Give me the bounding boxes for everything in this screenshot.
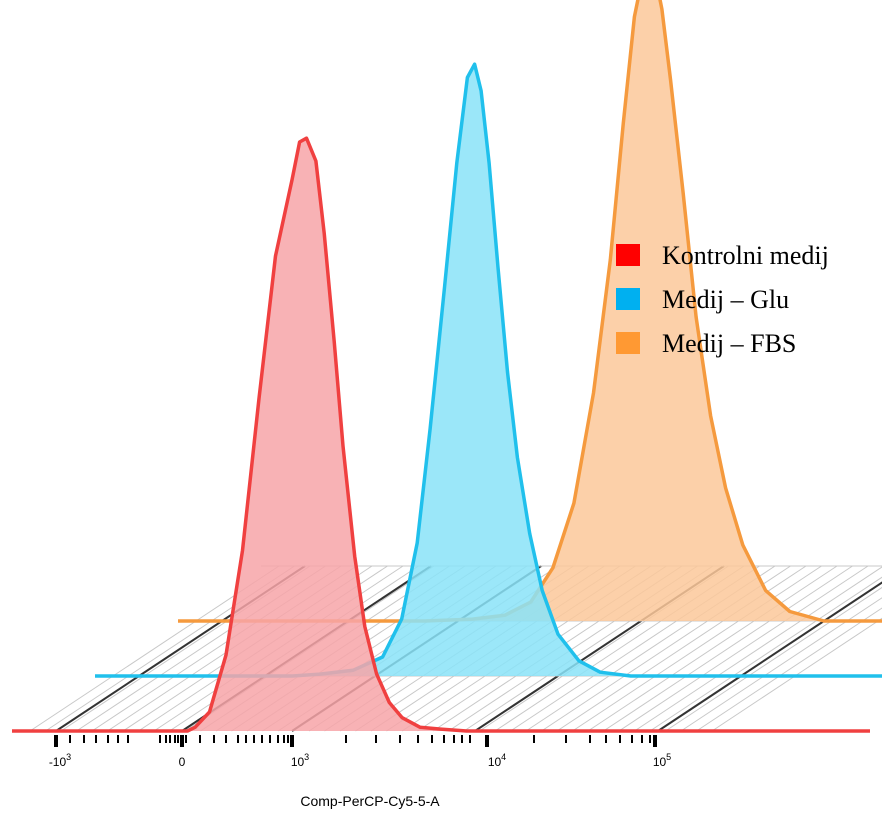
grid-major-line xyxy=(138,620,223,677)
grid-line xyxy=(29,675,114,732)
grid-line xyxy=(862,607,882,622)
grid-line xyxy=(815,576,882,622)
grid-line xyxy=(572,675,656,732)
grid-line xyxy=(112,620,197,677)
series-line xyxy=(12,136,870,733)
grid-line xyxy=(479,675,563,732)
grid-line xyxy=(128,620,212,677)
grid-line xyxy=(634,675,718,732)
legend-label: Medij – Glu xyxy=(662,285,789,314)
grid-major-line xyxy=(740,620,825,677)
grid-line xyxy=(608,620,693,677)
grid-line xyxy=(60,675,145,732)
grid-line xyxy=(794,620,879,677)
histogram-series xyxy=(12,0,882,733)
legend-swatch xyxy=(616,288,640,310)
legend-label: Medij – FBS xyxy=(662,329,796,358)
legend-item: Medij – Glu xyxy=(616,285,789,314)
grid-line xyxy=(624,620,708,677)
grid-line xyxy=(107,675,191,732)
grid-line xyxy=(432,675,517,732)
x-tick-label: 103 xyxy=(291,752,309,769)
grid-line xyxy=(76,675,160,732)
legend-item: Medij – FBS xyxy=(616,329,796,358)
series-area xyxy=(178,0,882,621)
grid-line xyxy=(45,675,129,732)
grid-line xyxy=(846,597,882,622)
grid-line xyxy=(717,620,801,677)
grid-line xyxy=(649,675,734,732)
grid-line xyxy=(417,675,501,732)
grid-line xyxy=(593,620,677,677)
legend: Kontrolni medij Medij – Glu Medij – FBS xyxy=(616,241,829,358)
grid-line xyxy=(143,620,228,677)
grid-line xyxy=(401,675,486,732)
grid-line xyxy=(680,675,765,732)
grid-line xyxy=(138,675,222,732)
grid-line xyxy=(665,675,749,732)
grid-line xyxy=(448,675,532,732)
grid-line xyxy=(510,675,594,732)
series-area xyxy=(95,64,882,676)
grid-line xyxy=(748,620,832,677)
grid-line xyxy=(877,617,882,622)
x-tick-label: 105 xyxy=(653,752,671,769)
grid-major-line xyxy=(55,675,140,732)
grid-line xyxy=(763,620,848,677)
grid-line xyxy=(800,566,882,622)
grid-line xyxy=(91,675,176,732)
grid-line xyxy=(618,675,703,732)
grid-line xyxy=(701,620,786,677)
grid-line xyxy=(556,675,641,732)
grid-line xyxy=(494,675,579,732)
grid-line xyxy=(639,620,724,677)
legend-swatch xyxy=(616,332,640,354)
grid-line xyxy=(603,675,687,732)
series-line xyxy=(95,62,882,678)
legend-label: Kontrolni medij xyxy=(662,241,829,270)
grid-line xyxy=(541,675,625,732)
grid-line xyxy=(525,675,610,732)
x-tick-label: -103 xyxy=(49,752,71,769)
grid-line xyxy=(670,620,755,677)
legend-swatch xyxy=(616,244,640,266)
grid-line xyxy=(779,620,863,677)
legend-item: Kontrolni medij xyxy=(616,241,829,270)
grid-line xyxy=(463,675,548,732)
x-tick-label: 104 xyxy=(488,752,506,769)
x-axis-title: Comp-PerCP-Cy5-5-A xyxy=(300,793,440,809)
grid-major-line xyxy=(474,675,559,732)
grid-line xyxy=(784,565,869,622)
grid-line xyxy=(122,675,207,732)
grid-line xyxy=(655,620,739,677)
grid-major-line xyxy=(823,581,882,622)
grid-line xyxy=(686,620,770,677)
grid-line xyxy=(696,675,780,732)
x-tick-label: 0 xyxy=(179,755,186,769)
grid-line xyxy=(711,675,796,732)
grid-line xyxy=(732,620,817,677)
grid-line xyxy=(587,675,672,732)
grid-line xyxy=(831,586,882,622)
grid-major-line xyxy=(657,675,742,732)
x-axis: -103 0 103 104 105 xyxy=(49,735,671,769)
